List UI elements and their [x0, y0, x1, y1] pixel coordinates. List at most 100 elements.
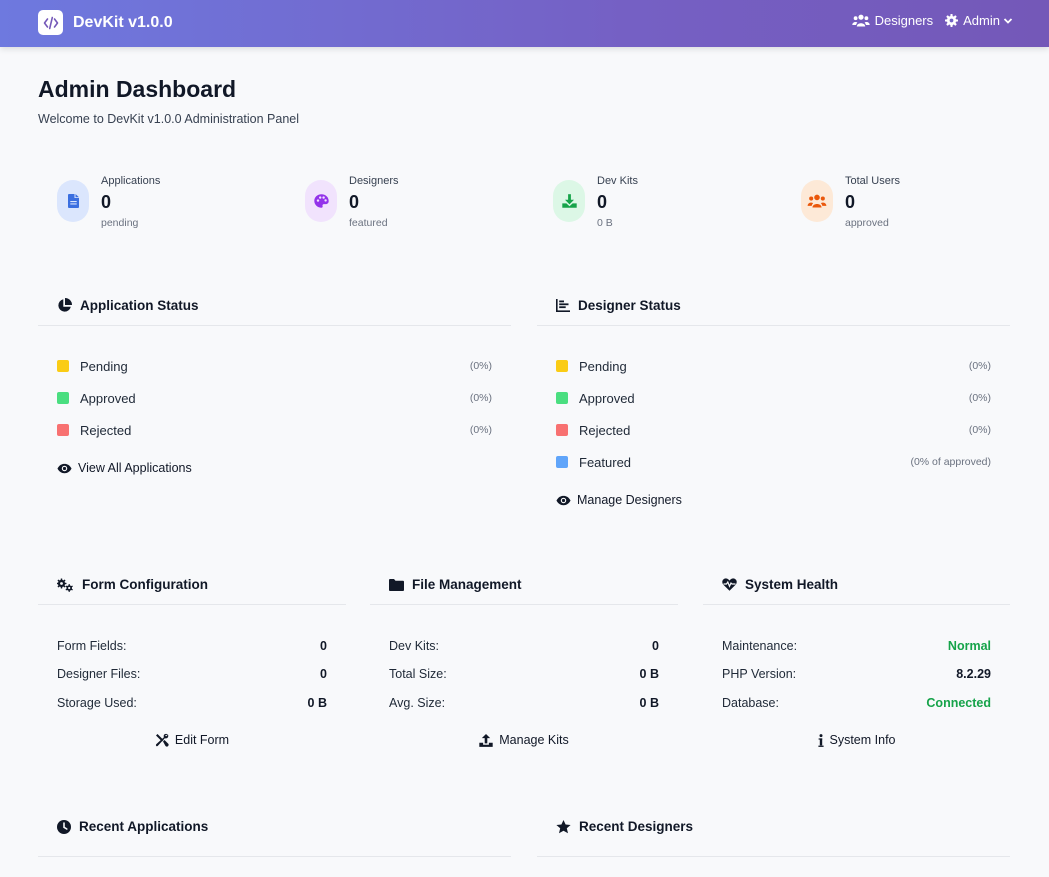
link-label: System Info: [829, 733, 896, 747]
kv-value: 0 B: [639, 696, 659, 710]
status-percent: (0%): [469, 392, 492, 404]
nav-designers-label: Designers: [874, 13, 934, 28]
brand-link[interactable]: DevKit v1.0.0: [38, 10, 173, 35]
status-label: Pending: [579, 358, 627, 374]
kv-value: Connected: [926, 696, 991, 710]
stat-applications: Applications 0 pending: [57, 172, 287, 232]
upload-icon: [479, 733, 493, 747]
nav-designers-link[interactable]: Designers: [851, 13, 934, 28]
stat-value: 0: [101, 192, 112, 212]
application-status-card: Application Status Pending (0%) Approved…: [38, 288, 511, 488]
stat-total-users: Total Users 0 approved: [801, 172, 1031, 232]
status-label: Approved: [579, 390, 635, 406]
link-label: Manage Designers: [577, 493, 682, 507]
card-title: Recent Designers: [579, 819, 694, 834]
status-percent: (0% of approved): [910, 456, 991, 468]
link-label: Manage Kits: [499, 733, 569, 747]
kv-value: Normal: [947, 639, 991, 653]
form-configuration-card: Form Configuration Form Fields: 0 Design…: [38, 567, 346, 757]
card-header: System Health: [703, 567, 1010, 605]
status-swatch: [57, 424, 69, 436]
status-row-featured: Featured (0% of approved): [556, 452, 991, 472]
users-icon: [801, 180, 833, 222]
status-row-pending: Pending (0%): [556, 356, 991, 376]
star-icon: [556, 819, 571, 833]
system-info-link[interactable]: System Info: [817, 733, 896, 747]
status-percent: (0%): [968, 392, 991, 404]
edit-form-link[interactable]: Edit Form: [155, 733, 229, 747]
designer-status-card: Designer Status Pending (0%) Approved (0…: [537, 288, 1010, 518]
view-all-applications-link[interactable]: View All Applications: [57, 461, 192, 475]
link-label: View All Applications: [78, 461, 192, 475]
folder-icon: [389, 578, 404, 591]
status-percent: (0%): [968, 360, 991, 372]
kv-value: 8.2.29: [956, 667, 991, 681]
card-header: Recent Designers: [537, 808, 1010, 857]
gear-icon: [945, 14, 959, 27]
kv-row-php-version: PHP Version: 8.2.29: [722, 665, 991, 683]
kv-key: Total Size:: [389, 667, 447, 681]
status-row-rejected: Rejected (0%): [556, 420, 991, 440]
kv-row-designer-files: Designer Files: 0: [57, 665, 327, 683]
status-row-rejected: Rejected (0%): [57, 420, 492, 440]
stat-label: Dev Kits: [597, 175, 638, 187]
kv-value: 0: [320, 639, 327, 653]
kv-key: PHP Version:: [722, 667, 797, 681]
manage-designers-link[interactable]: Manage Designers: [556, 493, 682, 507]
pie-chart-icon: [58, 298, 72, 312]
info-icon: [817, 733, 824, 747]
card-header: Recent Applications: [38, 808, 511, 857]
status-label: Pending: [80, 358, 128, 374]
card-title: Designer Status: [578, 298, 681, 313]
heartbeat-icon: [722, 578, 737, 591]
card-header: File Management: [370, 567, 678, 605]
status-swatch: [556, 360, 568, 372]
recent-designers-card: Recent Designers: [537, 808, 1010, 857]
kv-row-total-size: Total Size: 0 B: [389, 665, 659, 683]
navbar: DevKit v1.0.0 Designers Admin: [0, 0, 1049, 47]
card-title: Form Configuration: [82, 577, 208, 592]
status-percent: (0%): [469, 424, 492, 436]
stat-value: 0: [597, 192, 608, 212]
system-health-card: System Health Maintenance: Normal PHP Ve…: [703, 567, 1010, 757]
stat-label: Designers: [349, 175, 399, 187]
chevron-down-icon: [1003, 17, 1013, 24]
kv-key: Storage Used:: [57, 696, 137, 710]
kv-value: 0 B: [639, 667, 659, 681]
download-icon: [553, 180, 585, 222]
status-label: Rejected: [80, 422, 132, 438]
kv-row-storage-used: Storage Used: 0 B: [57, 694, 327, 712]
stat-label: Total Users: [845, 175, 901, 187]
clock-icon: [57, 819, 71, 834]
kv-row-dev-kits: Dev Kits: 0: [389, 637, 659, 655]
stat-sub: featured: [349, 217, 388, 229]
eye-icon: [556, 495, 571, 505]
stat-sub: pending: [101, 217, 139, 229]
chart-bar-icon: [556, 299, 570, 312]
card-title: Recent Applications: [79, 819, 209, 834]
kv-key: Dev Kits:: [389, 639, 440, 653]
stat-sub: approved: [845, 217, 889, 229]
status-row-approved: Approved (0%): [556, 388, 991, 408]
status-swatch: [57, 360, 69, 372]
cogs-icon: [57, 578, 73, 592]
page-subtitle: Welcome to DevKit v1.0.0 Administration …: [38, 112, 300, 126]
admin-dropdown[interactable]: Admin: [945, 13, 1013, 28]
recent-applications-card: Recent Applications: [38, 808, 511, 857]
kv-row-avg-size: Avg. Size: 0 B: [389, 694, 659, 712]
status-swatch: [556, 456, 568, 468]
file-management-card: File Management Dev Kits: 0 Total Size: …: [370, 567, 678, 757]
status-swatch: [556, 424, 568, 436]
kv-row-database: Database: Connected: [722, 694, 991, 712]
kv-key: Avg. Size:: [389, 696, 446, 710]
status-label: Approved: [80, 390, 136, 406]
stat-label: Applications: [101, 175, 161, 187]
kv-key: Designer Files:: [57, 667, 141, 681]
status-row-approved: Approved (0%): [57, 388, 492, 408]
card-title: Application Status: [80, 298, 199, 313]
status-percent: (0%): [968, 424, 991, 436]
manage-kits-link[interactable]: Manage Kits: [479, 733, 569, 747]
stat-value: 0: [349, 192, 360, 212]
users-icon: [851, 14, 870, 27]
status-label: Rejected: [579, 422, 631, 438]
